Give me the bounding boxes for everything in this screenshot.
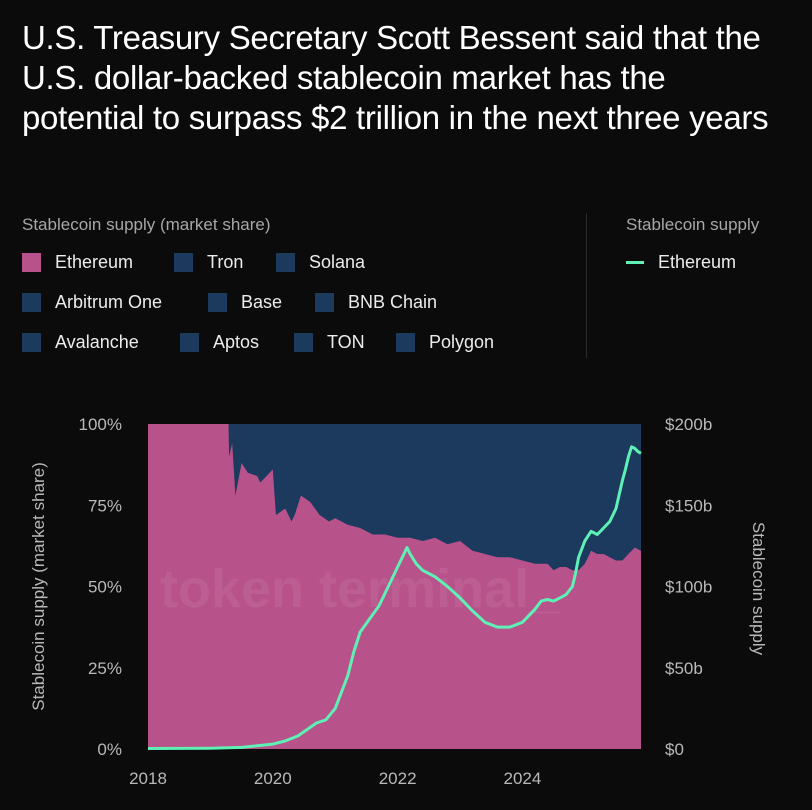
chart-title: U.S. Treasury Secretary Scott Bessent sa…	[22, 19, 769, 136]
ethereum-supply-line	[147, 445, 642, 750]
legend-line-item-ethereum[interactable]: Ethereum	[626, 252, 736, 273]
y-right-axis-title: Stablecoin supply	[749, 522, 768, 656]
legend-label: Tron	[207, 252, 244, 272]
y-left-axis-title: Stablecoin supply (market share)	[29, 462, 48, 711]
y-right-tick-label: $200b	[665, 415, 712, 434]
legend-item-aptos[interactable]: Aptos	[180, 332, 259, 353]
legend-label: Solana	[309, 252, 366, 272]
legend-divider	[586, 213, 587, 358]
legend-label: Base	[241, 292, 283, 312]
x-tick-label: 2022	[379, 769, 417, 788]
legend-swatch	[22, 293, 41, 312]
legend-right-title: Stablecoin supply	[626, 215, 760, 234]
y-right-tick-label: $0	[665, 740, 684, 759]
legend-swatch	[276, 253, 295, 272]
legend-label: Polygon	[429, 332, 495, 352]
legend-left-title: Stablecoin supply (market share)	[22, 215, 271, 234]
legend-swatch	[294, 333, 313, 352]
legend-label: Ethereum	[658, 252, 737, 272]
legend-item-base[interactable]: Base	[208, 292, 282, 313]
legend-swatch	[208, 293, 227, 312]
legend-swatch	[174, 253, 193, 272]
legend-item-tron[interactable]: Tron	[174, 252, 243, 273]
legend-swatch	[180, 333, 199, 352]
legend-line-swatch	[626, 261, 644, 264]
legend-item-bnb-chain[interactable]: BNB Chain	[315, 292, 437, 313]
x-tick-label: 2018	[129, 769, 167, 788]
legend-swatch	[396, 333, 415, 352]
legend-swatch	[315, 293, 334, 312]
y-right-tick-label: $50b	[665, 659, 703, 678]
y-right-tick-label: $150b	[665, 496, 712, 515]
legend-label: Ethereum	[55, 252, 134, 272]
legend-swatch	[22, 333, 41, 352]
y-left-tick-label: 100%	[79, 415, 122, 434]
ethereum-share-area	[148, 424, 641, 749]
legend-item-solana[interactable]: Solana	[276, 252, 365, 273]
legend-label: Arbitrum One	[55, 292, 163, 312]
y-right-tick-label: $100b	[665, 578, 712, 597]
legend-label: TON	[327, 332, 365, 352]
legend-swatch	[22, 253, 41, 272]
legend-item-avalanche[interactable]: Avalanche	[22, 332, 139, 353]
y-left-tick-label: 0%	[97, 740, 122, 759]
legend-item-ton[interactable]: TON	[294, 332, 365, 353]
legend-item-arbitrum-one[interactable]: Arbitrum One	[22, 292, 162, 313]
y-left-tick-label: 50%	[88, 578, 122, 597]
legend-item-polygon[interactable]: Polygon	[396, 332, 494, 353]
legend-label: Avalanche	[55, 332, 139, 352]
legend-label: Aptos	[213, 332, 260, 352]
legend-label: BNB Chain	[348, 292, 438, 312]
x-tick-label: 2024	[504, 769, 542, 788]
x-tick-label: 2020	[254, 769, 292, 788]
watermark: token terminal_	[160, 559, 560, 619]
legend-item-ethereum[interactable]: Ethereum	[22, 252, 133, 273]
y-left-tick-label: 25%	[88, 659, 122, 678]
y-left-tick-label: 75%	[88, 496, 122, 515]
